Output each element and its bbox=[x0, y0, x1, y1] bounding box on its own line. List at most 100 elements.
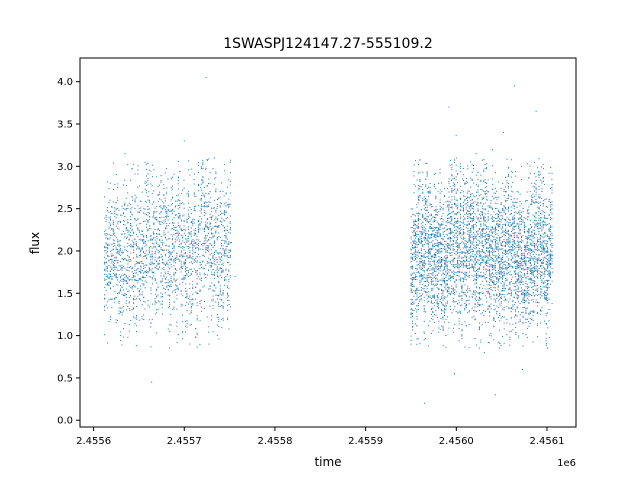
data-point bbox=[490, 226, 492, 228]
data-point bbox=[451, 232, 453, 234]
data-point bbox=[185, 331, 187, 333]
data-point bbox=[117, 208, 119, 210]
data-point bbox=[209, 285, 211, 287]
data-point bbox=[413, 246, 415, 248]
data-point bbox=[431, 237, 433, 239]
data-point bbox=[500, 219, 502, 221]
data-point bbox=[221, 294, 223, 296]
data-point bbox=[497, 289, 499, 291]
data-point bbox=[422, 277, 424, 279]
data-point bbox=[452, 270, 454, 272]
data-point bbox=[189, 274, 191, 276]
data-point bbox=[229, 254, 231, 256]
data-point bbox=[414, 279, 416, 281]
data-point bbox=[127, 208, 129, 210]
data-point bbox=[109, 283, 111, 285]
data-point bbox=[228, 231, 230, 233]
data-point bbox=[410, 238, 412, 240]
data-point bbox=[166, 225, 168, 227]
data-point bbox=[449, 239, 451, 241]
data-point bbox=[127, 260, 129, 262]
data-point bbox=[127, 269, 129, 271]
data-point bbox=[135, 241, 137, 243]
data-point bbox=[470, 290, 472, 292]
data-point bbox=[481, 260, 483, 262]
data-point bbox=[493, 339, 495, 341]
data-point bbox=[234, 275, 236, 277]
data-point bbox=[448, 210, 450, 212]
data-point bbox=[196, 334, 198, 336]
data-point bbox=[458, 295, 460, 297]
data-point bbox=[419, 231, 421, 233]
data-point bbox=[458, 302, 460, 304]
data-point bbox=[443, 282, 445, 284]
data-point bbox=[134, 208, 136, 210]
data-point bbox=[464, 240, 466, 242]
data-point bbox=[163, 232, 165, 234]
data-point bbox=[218, 318, 220, 320]
data-point bbox=[497, 280, 499, 282]
data-point bbox=[477, 269, 479, 271]
data-point bbox=[439, 279, 441, 281]
data-point bbox=[179, 226, 181, 228]
data-point bbox=[452, 297, 454, 299]
data-point bbox=[156, 290, 158, 292]
data-point bbox=[476, 225, 477, 227]
data-point bbox=[490, 289, 492, 291]
data-point bbox=[446, 283, 448, 285]
data-point bbox=[487, 239, 489, 241]
data-point bbox=[432, 311, 434, 313]
data-point bbox=[454, 183, 456, 185]
data-point bbox=[449, 261, 451, 263]
data-point bbox=[464, 271, 466, 273]
data-point bbox=[224, 280, 226, 282]
data-point bbox=[448, 191, 450, 193]
data-point bbox=[441, 237, 443, 239]
data-point bbox=[177, 216, 179, 218]
data-point bbox=[185, 287, 187, 289]
data-point bbox=[470, 194, 472, 196]
data-point bbox=[417, 226, 419, 228]
data-point bbox=[206, 159, 208, 161]
data-point bbox=[114, 243, 116, 245]
data-point bbox=[147, 178, 149, 180]
data-point bbox=[150, 246, 152, 248]
data-point bbox=[440, 256, 442, 258]
data-point bbox=[156, 265, 158, 267]
data-point bbox=[425, 228, 427, 230]
data-point bbox=[156, 302, 158, 304]
data-point bbox=[193, 222, 195, 224]
data-point bbox=[105, 247, 107, 249]
data-point bbox=[147, 221, 149, 223]
data-point bbox=[429, 238, 431, 240]
data-point bbox=[167, 279, 169, 281]
data-point bbox=[163, 230, 165, 232]
data-point bbox=[451, 252, 453, 254]
data-point bbox=[172, 242, 174, 244]
data-point bbox=[513, 85, 515, 87]
data-point bbox=[185, 251, 187, 253]
data-point bbox=[169, 331, 171, 333]
data-point bbox=[186, 238, 188, 240]
data-point bbox=[457, 260, 459, 262]
data-point bbox=[201, 310, 203, 312]
data-point bbox=[484, 243, 486, 245]
data-point bbox=[147, 205, 149, 207]
data-point bbox=[436, 214, 438, 216]
data-point bbox=[445, 276, 447, 278]
data-point bbox=[105, 250, 107, 252]
data-point bbox=[184, 268, 186, 270]
data-point bbox=[464, 278, 466, 280]
data-point bbox=[428, 296, 430, 298]
data-point bbox=[492, 252, 494, 253]
data-point bbox=[124, 246, 126, 248]
data-point bbox=[104, 309, 106, 311]
data-point bbox=[461, 253, 463, 255]
data-point bbox=[449, 212, 451, 214]
data-point bbox=[222, 249, 224, 251]
data-point bbox=[465, 252, 467, 254]
data-point bbox=[186, 267, 188, 269]
data-point bbox=[188, 228, 190, 230]
data-point bbox=[426, 174, 428, 176]
data-point bbox=[412, 299, 414, 301]
